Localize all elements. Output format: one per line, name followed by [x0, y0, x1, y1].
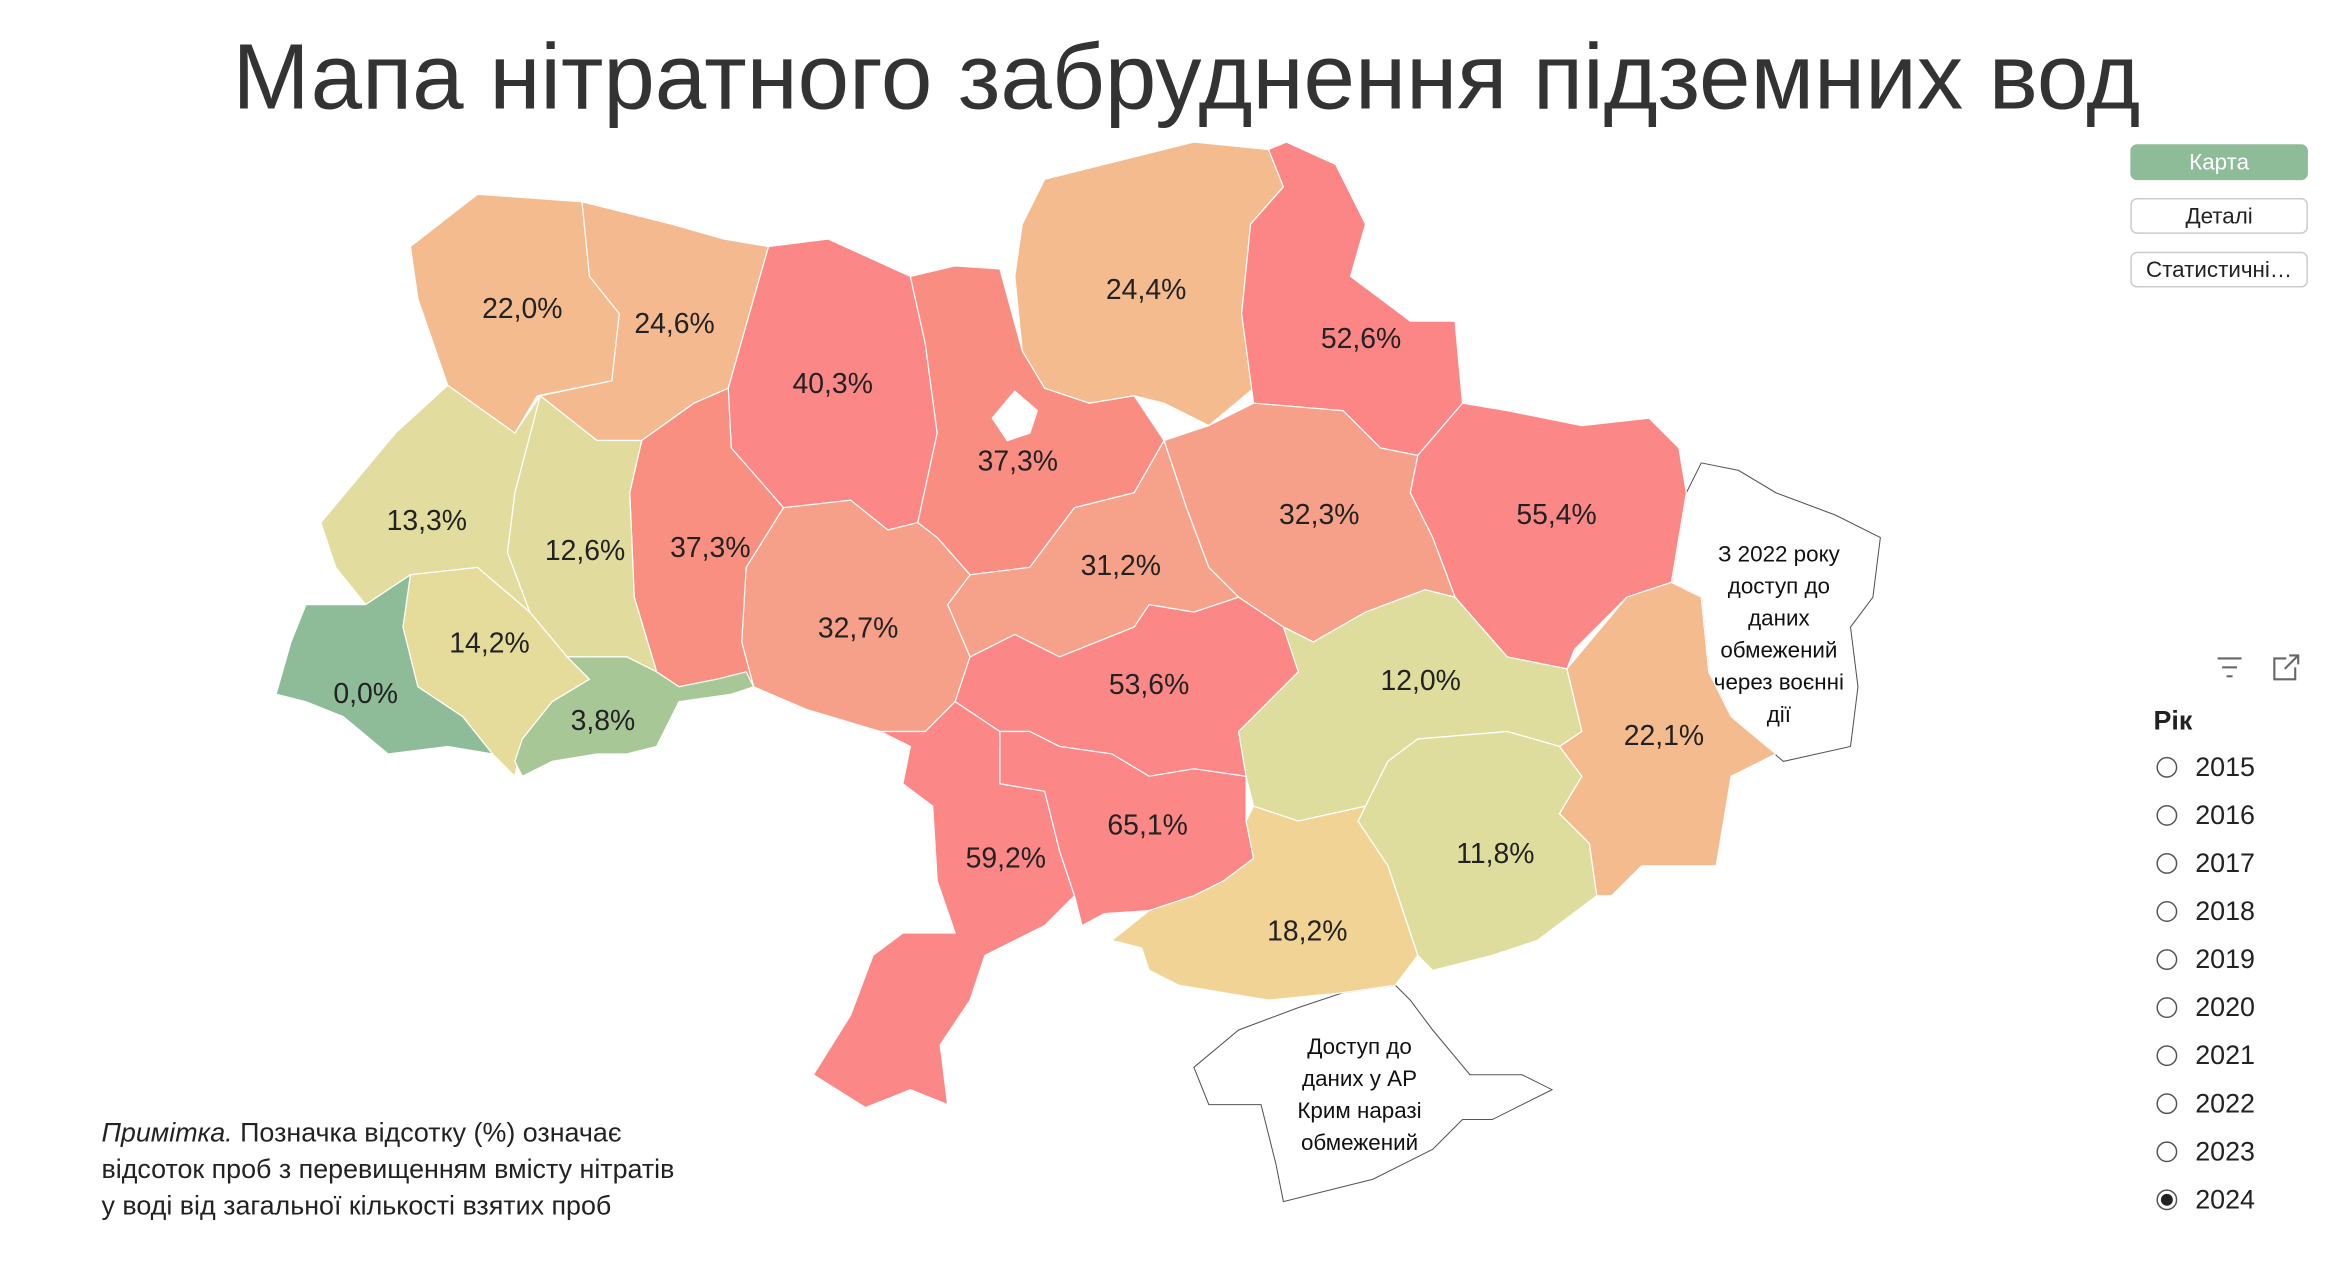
filter-icon[interactable] [2217, 657, 2242, 678]
radio-label[interactable]: 2018 [2195, 896, 2255, 926]
annotation: доступ до [1728, 573, 1830, 598]
annotation: Доступ до [1307, 1034, 1412, 1059]
nav-button[interactable] [2130, 144, 2308, 181]
region-label: 12,6% [545, 535, 625, 567]
region-label: 32,3% [1279, 499, 1359, 531]
radio-label[interactable]: 2023 [2195, 1136, 2255, 1166]
annotation: обмежений [1301, 1130, 1418, 1155]
radio-label[interactable]: 2021 [2195, 1040, 2255, 1070]
region-label: 12,0% [1381, 665, 1461, 697]
radio[interactable] [2156, 756, 2178, 778]
nav-button-label[interactable]: Деталі [2185, 203, 2252, 228]
region [1110, 805, 1419, 1001]
note-text: Примітка. [101, 1118, 232, 1148]
radio-label[interactable]: 2017 [2195, 848, 2255, 878]
kyiv-city [991, 390, 1039, 442]
region-label: 40,3% [793, 368, 873, 400]
map: 22,0% 24,6% 40,3% 24,4% 37,3% 52,6% 55,4% 32,3%… [275, 141, 1881, 1203]
region-no-data [1193, 984, 1554, 1203]
region-label: 14,2% [449, 627, 529, 659]
region-label: 59,2% [966, 842, 1046, 874]
radio-label[interactable]: 2022 [2195, 1088, 2255, 1118]
nav-button-label[interactable]: Статистичні… [2146, 257, 2292, 282]
annotation: Крим наразі [1297, 1098, 1421, 1123]
annotation: З 2022 року [1718, 541, 1841, 566]
radio-label[interactable]: 2024 [2195, 1184, 2255, 1214]
region-label: 37,3% [670, 532, 750, 564]
region-label: 52,6% [1321, 323, 1401, 355]
page-title: Мапа нітратного забруднення підземних во… [233, 24, 2141, 128]
region-label: 22,0% [482, 293, 562, 325]
region-label: 11,8% [1456, 838, 1534, 870]
note-line: Примітка. Позначка відсотку (%) означає [101, 1118, 621, 1148]
radio[interactable] [2156, 901, 2178, 922]
region [1558, 581, 1777, 897]
radio[interactable] [2156, 1093, 2178, 1115]
annotation: дії [1767, 702, 1791, 727]
annotation: обмежений [1720, 638, 1837, 663]
note-text: Позначка відсотку (%) означає [240, 1118, 621, 1148]
region-label: 24,4% [1106, 274, 1186, 306]
radio-dot [2160, 1193, 2173, 1206]
nav-button-label[interactable]: Карта [2189, 150, 2249, 175]
region-label: 65,1% [1107, 810, 1187, 842]
annotation: через воєнні [1714, 670, 1844, 695]
region-label: 22,1% [1624, 720, 1704, 752]
region-label: 53,6% [1109, 669, 1189, 701]
region-label: 24,6% [634, 308, 714, 340]
region-label: 31,2% [1081, 550, 1161, 582]
region [514, 656, 755, 778]
nav-button[interactable] [2130, 198, 2308, 234]
region-label: 55,4% [1516, 499, 1596, 531]
radio-label[interactable]: 2019 [2195, 944, 2255, 974]
nav-button[interactable] [2130, 251, 2308, 288]
radio[interactable] [2156, 804, 2178, 826]
nav: Карта Деталі Статистичні… [2130, 144, 2308, 288]
region-label: 18,2% [1267, 915, 1347, 947]
radio[interactable] [2156, 1141, 2178, 1163]
radio-label[interactable]: 2016 [2195, 800, 2255, 830]
region-label: 3,8% [571, 705, 636, 737]
radio[interactable] [2156, 949, 2178, 971]
note-line: відсоток проб з перевищенням вмісту нітр… [101, 1154, 674, 1184]
note: Примітка. Позначка відсотку (%) означає в… [101, 1118, 674, 1221]
radio[interactable] [2156, 997, 2178, 1019]
annotation: даних [1748, 606, 1810, 631]
region-label: 0,0% [333, 678, 398, 710]
expand-icon[interactable] [2273, 654, 2300, 681]
region [275, 573, 494, 755]
region-label: 37,3% [978, 445, 1058, 477]
note-line: у воді від загальної кількості взятих пр… [101, 1191, 611, 1221]
radio[interactable] [2156, 1045, 2178, 1067]
region-label: 13,3% [387, 505, 467, 537]
region-label: 32,7% [818, 613, 898, 645]
annotation: даних у АР [1302, 1066, 1417, 1091]
radio[interactable] [2156, 853, 2178, 874]
filter-title: Рік [2153, 706, 2192, 736]
radio-label[interactable]: 2020 [2195, 992, 2255, 1022]
radio-label[interactable]: 2015 [2195, 752, 2255, 782]
